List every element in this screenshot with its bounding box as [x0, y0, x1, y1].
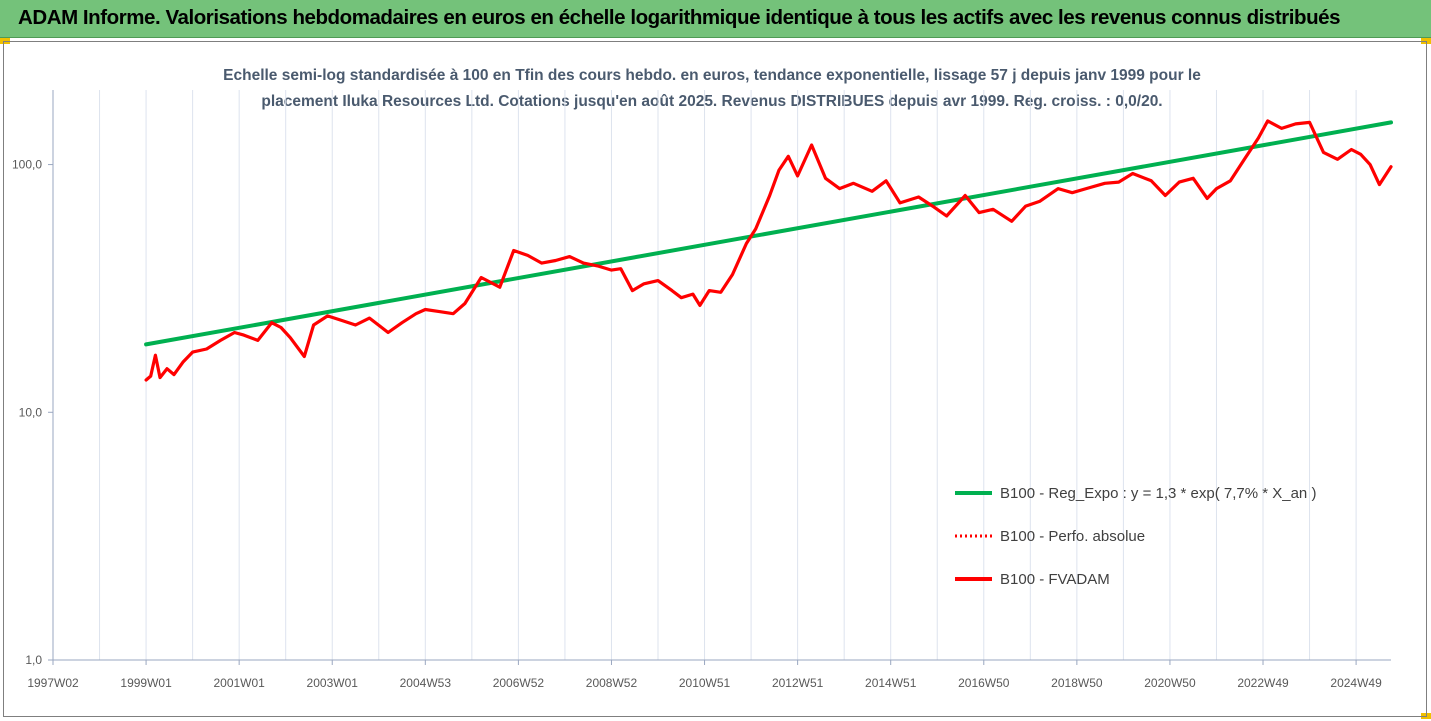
- x-tick-label: 1997W02: [27, 676, 79, 690]
- x-tick-label: 2014W51: [865, 676, 917, 690]
- series-group: [144, 119, 1393, 382]
- x-tick-label: 2001W01: [213, 676, 265, 690]
- x-tick-label: 2006W52: [493, 676, 545, 690]
- series-line-fvadam: [144, 119, 1393, 382]
- gridlines: [52, 90, 1357, 660]
- header-bar: ADAM Informe. Valorisations hebdomadaire…: [0, 0, 1431, 38]
- x-tick-label: 2008W52: [586, 676, 638, 690]
- y-tick-label: 1,0: [25, 653, 42, 667]
- x-tick-label: 2010W51: [679, 676, 731, 690]
- x-tick-label: 2012W51: [772, 676, 824, 690]
- x-tick-label: 2003W01: [307, 676, 359, 690]
- x-tick-label: 2018W50: [1051, 676, 1103, 690]
- legend-item-reg-expo-label: B100 - Reg_Expo : y = 1,3 * exp( 7,7% * …: [1000, 485, 1316, 502]
- x-tick-label: 2022W49: [1237, 676, 1289, 690]
- x-tick-label: 2016W50: [958, 676, 1010, 690]
- x-tick-label: 2024W49: [1330, 676, 1382, 690]
- y-tick-label: 100,0: [12, 158, 42, 172]
- x-tick-label: 2004W53: [400, 676, 452, 690]
- chart-frame: [3, 41, 1427, 717]
- chart-subtitle-line-1: Echelle semi-log standardisée à 100 en T…: [223, 67, 1201, 84]
- legend: B100 - Reg_Expo : y = 1,3 * exp( 7,7% * …: [955, 485, 1316, 588]
- chart-subtitle-line-2: placement Iluka Resources Ltd. Cotations…: [261, 93, 1162, 110]
- x-tick-label: 1999W01: [120, 676, 172, 690]
- legend-item-fvadam-label: B100 - FVADAM: [1000, 571, 1110, 588]
- series-line-reg-expo: [144, 120, 1393, 347]
- legend-item-perfo-absolue-label: B100 - Perfo. absolue: [1000, 528, 1145, 545]
- x-tick-label: 2020W50: [1144, 676, 1196, 690]
- page-title: ADAM Informe. Valorisations hebdomadaire…: [18, 6, 1341, 29]
- y-tick-label: 10,0: [19, 405, 43, 419]
- axes: 1997W02 1999W01 2001W01 2003W01 2004W53 2006W…: [12, 90, 1391, 690]
